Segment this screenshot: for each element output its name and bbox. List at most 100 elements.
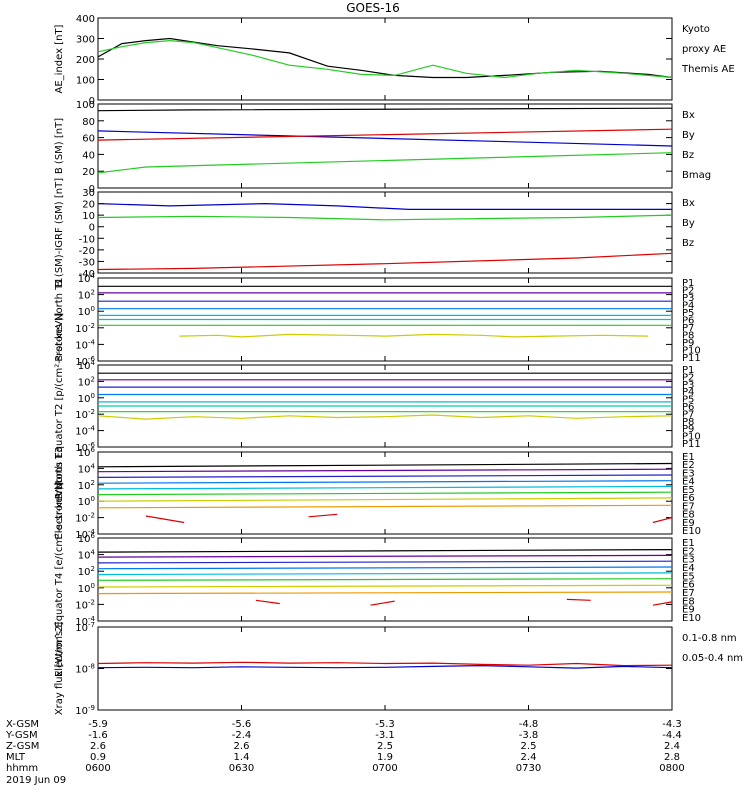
series-line-ae-0 [97,37,673,79]
series-line-en-9 [308,513,338,518]
legend-entry: Bz [682,150,694,161]
y-tick-label: 10-9 [75,704,95,717]
y-tick-label: -20 [79,246,95,257]
y-axis-label: B (SM) [nT] [54,118,65,174]
figure-title: GOES-16 [346,1,400,15]
series-line-ee-2 [97,560,673,564]
y-tick-label: 106 [78,532,96,545]
y-tick-label: 100 [78,305,95,318]
legend-entry: E3 [682,468,695,479]
series-line-ee-1 [97,554,673,558]
y-tick-label: 104 [78,549,96,562]
y-axis-label: Xray flux [W/m^2] [54,622,65,716]
y-axis-label: AE_index [nT] [54,24,65,93]
y-tick-label: 10-7 [75,621,95,634]
x-row-value: -2.4 [232,730,252,741]
legend-entry: E2 [682,546,695,557]
x-row-value: 1.4 [234,752,250,763]
legend-entry: P5 [682,395,694,406]
legend-entry: P5 [682,308,694,319]
legend-entry: Bx [682,198,695,209]
series-line-en-8 [145,515,185,524]
y-axis-label: B (SM)-IGRF (SM) [nT] [54,178,65,287]
legend-entry: P9 [682,424,694,435]
y-tick-label: 30 [82,188,95,199]
legend-entry: E9 [682,518,695,529]
y-tick-label: 100 [76,76,95,87]
x-row-label: X-GSM [6,719,39,730]
legend-entry: Kyoto [682,24,710,35]
x-row-value: 2.5 [521,741,537,752]
y-tick-label: 10-4 [75,528,95,541]
x-row-value: 0630 [229,763,254,774]
series-line-en-0 [97,462,673,468]
panel-frame [97,626,673,711]
legend-entry: E8 [682,510,695,521]
y-tick-label: 400 [76,14,95,25]
legend-entry: E5 [682,571,695,582]
series-line-bsm-0 [97,130,673,147]
x-row-value: 0800 [659,763,684,774]
y-tick-label: 10-8 [75,663,95,676]
x-row-value: -3.1 [375,730,395,741]
series-line-ee-6 [97,584,673,588]
series-line-pe-7 [97,414,673,420]
legend-entry: E9 [682,605,695,616]
y-tick-label: 102 [78,565,95,578]
legend-entry: E6 [682,580,695,591]
legend-entry: P9 [682,338,694,349]
series-line-ee-3 [97,566,673,570]
series-line-bigrf-2 [97,252,673,271]
series-line-ee-0 [97,548,673,553]
x-row-value: 2.4 [664,741,680,752]
x-row-value: -1.6 [88,730,108,741]
legend-entry: P4 [682,387,694,398]
legend-entry: E7 [682,501,695,512]
y-tick-label: 40 [82,150,95,161]
y-tick-label: 0 [89,184,95,195]
legend-entry: E3 [682,555,695,566]
x-axis-table: X-GSM -5.9 -5.6 -5.3 -4.8 -4.3 Y-GSM -1.6 -2.4 -3… [5,719,685,786]
y-tick-label: 20 [82,200,95,211]
legend-entry: P6 [682,402,694,413]
y-axis-label: Protons Equator T2 [p/(cm²-s-sr-keV)] [54,313,65,500]
y-tick-label: 10-4 [75,615,95,628]
legend-entry: P6 [682,316,694,327]
series-line-en-10 [652,517,673,524]
panel-frame [97,103,673,189]
series-line-ee-7 [97,591,673,595]
y-tick-label: 60 [82,134,95,145]
legend-entry: By [682,218,695,229]
series-line-ee-5 [97,578,673,581]
series-line-en-3 [97,480,673,484]
y-tick-label: 102 [78,289,95,302]
y-tick-label: 20 [82,167,95,178]
date-label: 2019 Jun 09 [6,775,66,786]
legend-entry: P2 [682,372,694,383]
series-line-ee-10 [566,598,591,601]
y-tick-label: 106 [78,446,96,459]
x-row-value: 0730 [516,763,541,774]
x-row-label: Y-GSM [5,730,38,741]
y-tick-label: 104 [78,462,96,475]
x-row-value: 0.9 [90,752,106,763]
y-tick-label: -10 [79,234,95,245]
x-row-value: -4.3 [662,719,682,730]
y-tick-label: 10-4 [75,425,95,438]
series-line-en-4 [97,485,673,490]
y-tick-label: 102 [78,375,95,388]
y-tick-label: 0 [89,223,95,234]
legend-entry: P7 [682,323,694,334]
legend-entry: P10 [682,432,701,443]
x-row-value: -3.8 [519,730,539,741]
legend-entry: P11 [682,439,701,450]
series-line-bigrf-0 [97,202,672,210]
y-tick-label: -40 [79,269,95,280]
x-row-value: 0700 [372,763,397,774]
y-tick-label: 10-2 [75,408,95,421]
series-line-bsm-1 [97,152,673,174]
legend-entry: 0.1-0.8 nm [682,633,737,644]
legend-entry: By [682,130,695,141]
legend-entry: P3 [682,380,694,391]
